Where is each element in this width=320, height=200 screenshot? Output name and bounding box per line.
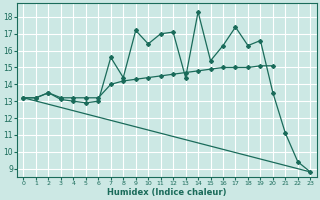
X-axis label: Humidex (Indice chaleur): Humidex (Indice chaleur) (107, 188, 227, 197)
